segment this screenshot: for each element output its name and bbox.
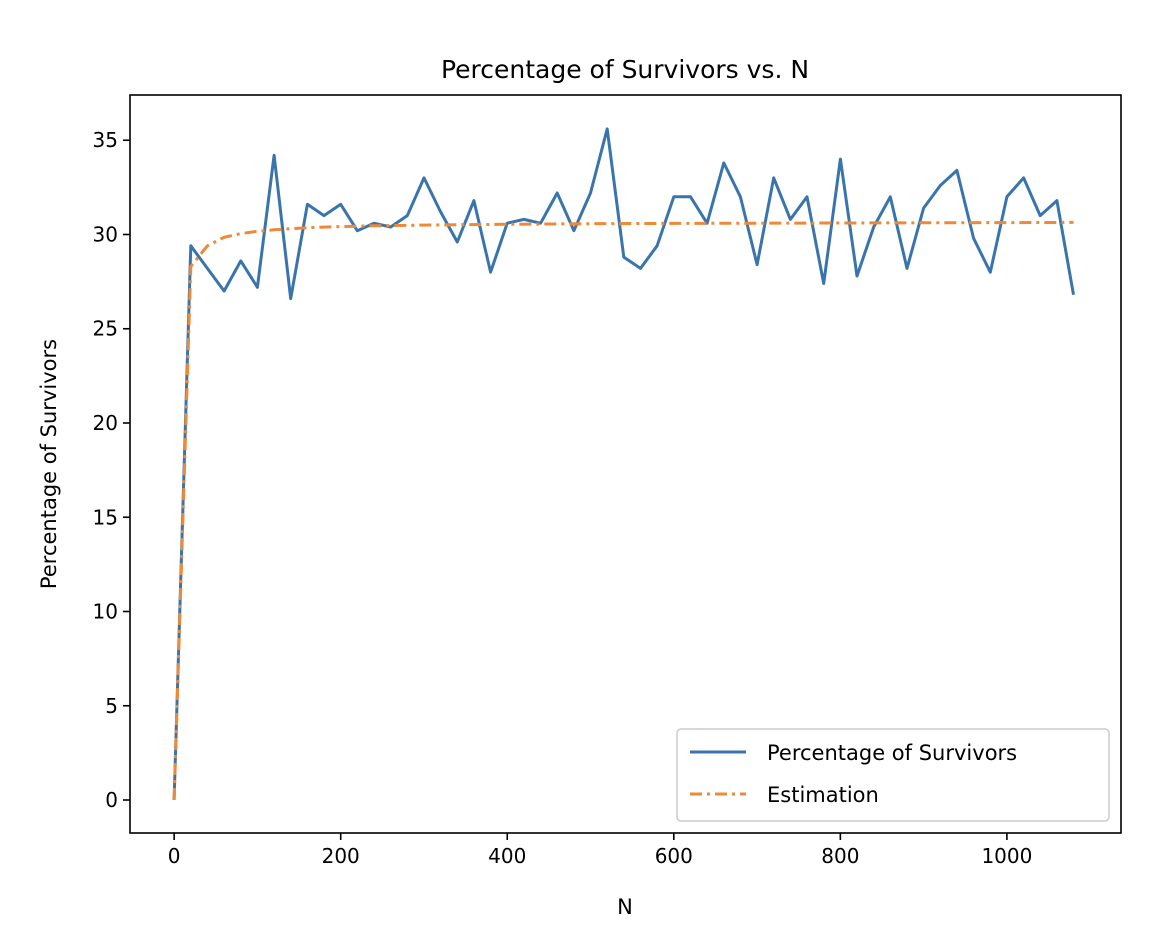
y-tick-label: 10 [93,600,118,624]
y-tick-label: 15 [93,505,118,529]
series-layer [172,127,1075,801]
x-tick-label: 0 [168,844,181,868]
y-tick-label: 0 [105,788,118,812]
x-tick-label: 400 [488,844,526,868]
ticks-layer: 0 200 400 600 800 1000 0 5 10 15 20 25 30 35 [93,128,1033,868]
y-tick-label: 20 [93,411,118,435]
plot-frame [129,94,1122,834]
y-tick-label: 35 [93,128,118,152]
y-axis-title: Percentage of Survivors [37,339,61,589]
x-tick-label: 200 [322,844,360,868]
x-axis-title: N [617,895,633,919]
y-tick-label: 30 [93,222,118,246]
chart-title: Percentage of Survivors vs. N [441,55,809,84]
y-tick-label: 5 [105,694,118,718]
series-line-percentage-of-survivors [172,127,1075,801]
x-tick-label: 800 [821,844,859,868]
y-tick-label: 25 [93,317,118,341]
x-tick-label: 1000 [981,844,1032,868]
series-line-estimation [172,220,1074,801]
legend-frame [676,728,1110,822]
legend-label: Estimation [767,783,879,807]
x-tick-label: 600 [655,844,693,868]
legend-label: Percentage of Survivors [767,741,1017,765]
legend: Percentage of Survivors Estimation [676,728,1110,822]
